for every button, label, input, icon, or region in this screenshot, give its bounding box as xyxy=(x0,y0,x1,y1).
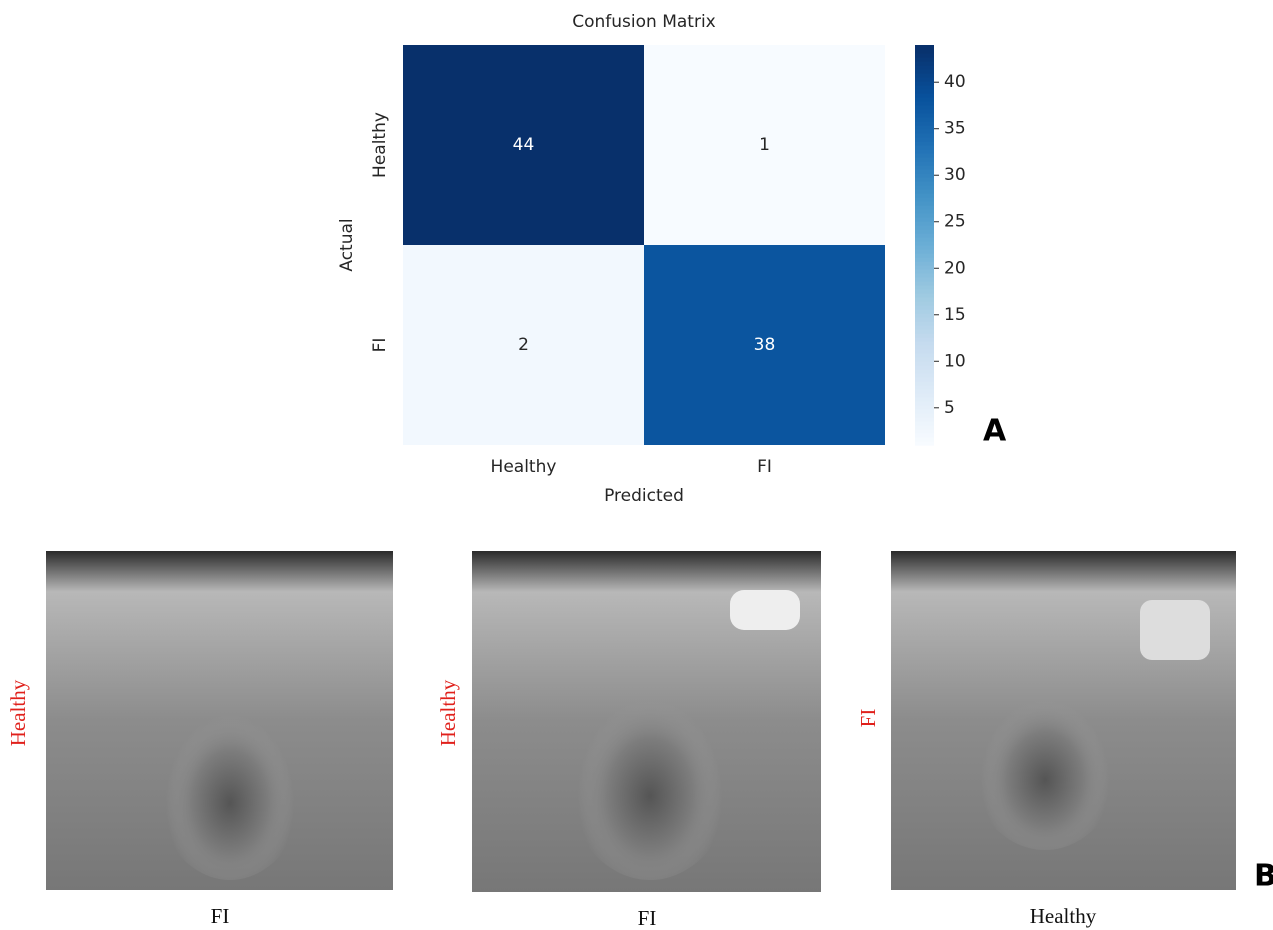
image-bottom-label: FI xyxy=(638,906,657,930)
x-axis-label: Predicted xyxy=(604,486,684,506)
xray-image xyxy=(472,551,821,892)
panel-label: A xyxy=(983,414,1007,449)
y-tick-label: FI xyxy=(370,338,390,353)
cell-value-label: 1 xyxy=(759,135,770,155)
colorbar-tick-label: 5 xyxy=(944,398,955,418)
cell-value-label: 44 xyxy=(513,135,535,155)
image-side-label: FI xyxy=(856,709,880,728)
xray-image xyxy=(891,551,1236,890)
figure: Confusion Matrix Actual Predicted A B He… xyxy=(0,0,1273,930)
colorbar-tick-label: 25 xyxy=(944,212,966,232)
image-bottom-label: FI xyxy=(211,904,230,928)
colorbar-tick-label: 20 xyxy=(944,258,966,278)
cell-value-label: 2 xyxy=(518,335,529,355)
y-axis-label: Actual xyxy=(337,218,357,271)
colorbar-tick-label: 10 xyxy=(944,351,966,371)
x-tick-label: FI xyxy=(757,457,772,477)
xray-image xyxy=(46,551,393,890)
chart-title: Confusion Matrix xyxy=(572,12,716,32)
cell-value-label: 38 xyxy=(754,335,776,355)
colorbar-tick-label: 40 xyxy=(944,72,966,92)
y-tick-label: Healthy xyxy=(370,112,390,178)
panel-label: B xyxy=(1254,859,1273,894)
colorbar-tick-label: 35 xyxy=(944,119,966,139)
colorbar-tick-label: 15 xyxy=(944,305,966,325)
image-side-label: Healthy xyxy=(6,679,30,746)
colorbar xyxy=(915,45,934,446)
x-tick-label: Healthy xyxy=(491,457,557,477)
image-bottom-label: Healthy xyxy=(1030,904,1097,928)
image-side-label: Healthy xyxy=(436,679,460,746)
colorbar-tick-label: 30 xyxy=(944,165,966,185)
